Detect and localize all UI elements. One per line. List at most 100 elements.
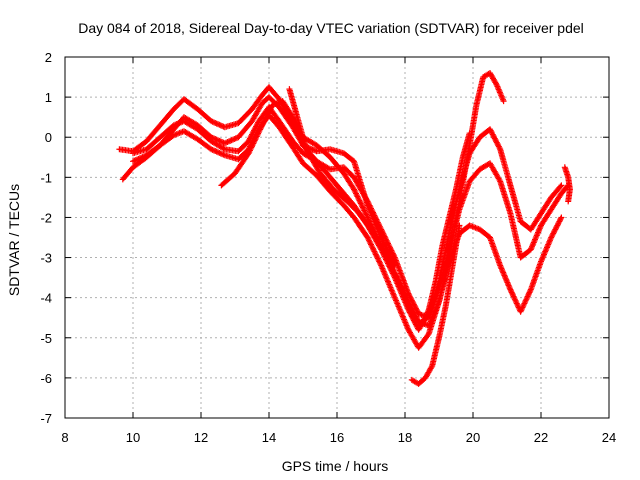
data-point (217, 122, 224, 129)
data-point (412, 305, 419, 312)
data-point (231, 136, 238, 143)
data-point (259, 120, 266, 127)
data-point (410, 301, 417, 308)
data-point (523, 296, 530, 303)
data-point (217, 138, 224, 145)
y-tick-label: -1 (40, 170, 52, 185)
data-point (263, 114, 270, 121)
data-point (548, 234, 555, 241)
data-point (223, 139, 230, 146)
data-point (212, 119, 219, 126)
data-point (519, 304, 526, 311)
chart-title: Day 084 of 2018, Sidereal Day-to-day VTE… (78, 20, 584, 36)
data-point (139, 154, 146, 161)
data-point (521, 300, 528, 307)
data-point (500, 98, 507, 105)
data-point (261, 116, 268, 123)
data-point (525, 292, 532, 299)
data-point (522, 297, 529, 304)
data-point (131, 157, 138, 164)
data-point (557, 215, 564, 222)
data-point (266, 107, 273, 114)
data-point (215, 137, 221, 144)
y-tick-label: 0 (45, 130, 52, 145)
data-point (262, 115, 269, 122)
y-tick-label: -3 (40, 251, 52, 266)
data-point (212, 148, 219, 155)
data-point (225, 138, 232, 145)
data-point (553, 223, 560, 230)
data-point (494, 140, 501, 147)
data-point (509, 290, 516, 297)
data-point (209, 118, 216, 125)
data-point (260, 119, 267, 126)
data-point (412, 304, 419, 311)
y-tick-label: -5 (40, 331, 52, 346)
data-point (520, 303, 527, 310)
data-point (219, 151, 226, 158)
data-point (228, 137, 235, 144)
data-point (513, 299, 520, 306)
data-point (552, 225, 559, 232)
data-point (493, 139, 500, 146)
data-point (406, 291, 413, 298)
data-point (213, 120, 220, 127)
data-point (548, 233, 555, 240)
data-point (489, 131, 496, 138)
data-point (208, 118, 215, 125)
data-point (220, 151, 227, 158)
data-point (517, 308, 524, 315)
data-point (132, 157, 139, 164)
y-tick-label: -4 (40, 291, 52, 306)
data-point (510, 293, 517, 300)
data-point (524, 293, 531, 300)
data-point (493, 138, 500, 145)
data-point (518, 305, 525, 312)
data-point (215, 121, 221, 128)
data-point (130, 158, 136, 165)
data-point (549, 231, 556, 238)
data-point (259, 122, 266, 129)
data-point (406, 293, 413, 300)
x-tick-label: 24 (602, 430, 616, 445)
data-point (210, 147, 217, 154)
data-point (136, 155, 143, 162)
data-point (263, 112, 270, 119)
data-point (557, 183, 564, 190)
data-point (526, 289, 533, 296)
data-point (555, 219, 562, 226)
data-point (428, 364, 435, 371)
data-point (261, 118, 268, 125)
y-tick-label: -2 (40, 210, 52, 225)
data-point (487, 126, 493, 133)
y-tick-label: -6 (40, 371, 52, 386)
x-axis-label: GPS time / hours (282, 458, 389, 474)
data-point (507, 286, 514, 293)
series-track-7 (286, 86, 473, 327)
y-tick-labels: -7 -6 -5 -4 -3 -2 -1 0 1 2 (40, 50, 52, 426)
data-point (217, 150, 224, 157)
data-point (456, 222, 463, 229)
data-point (496, 144, 503, 151)
data-point (522, 299, 529, 306)
data-point (496, 176, 503, 183)
data-point (424, 332, 431, 339)
data-point (555, 221, 561, 228)
data-point (489, 130, 496, 137)
data-point (525, 290, 532, 297)
x-tick-label: 22 (534, 430, 548, 445)
data-point (551, 227, 558, 234)
data-point (216, 149, 223, 156)
x-tick-label: 8 (61, 430, 68, 445)
data-point (491, 135, 498, 142)
data-point (219, 122, 226, 129)
y-tick-label: 2 (45, 50, 52, 65)
data-point (487, 127, 494, 134)
x-tick-label: 10 (126, 430, 140, 445)
data-point (140, 153, 147, 160)
data-point (134, 156, 141, 163)
data-point (264, 111, 271, 118)
data-point (512, 297, 519, 304)
